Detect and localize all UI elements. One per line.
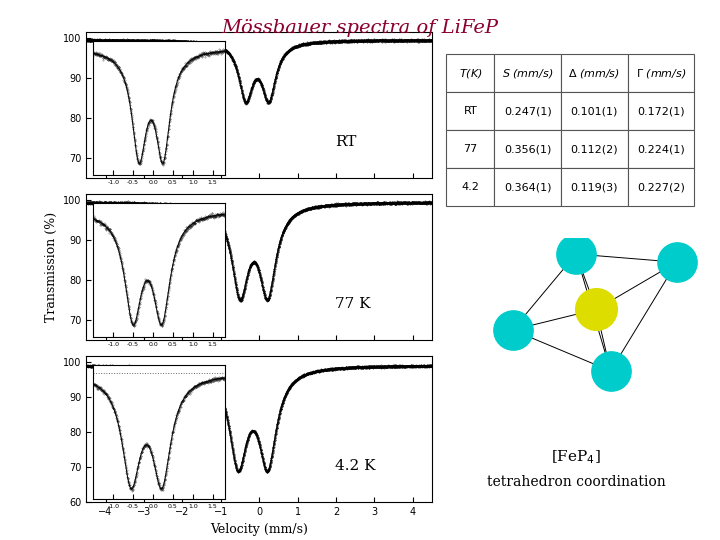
Text: 0.112(2): 0.112(2) [570, 144, 618, 154]
FancyBboxPatch shape [628, 168, 694, 206]
FancyBboxPatch shape [628, 130, 694, 168]
FancyBboxPatch shape [446, 92, 495, 130]
Text: 4.2: 4.2 [462, 182, 480, 192]
Text: $T$(K): $T$(K) [459, 66, 482, 79]
FancyBboxPatch shape [446, 130, 495, 168]
Text: 77 K: 77 K [336, 297, 371, 310]
Text: 0.119(3): 0.119(3) [570, 182, 618, 192]
Point [570, 249, 582, 258]
FancyBboxPatch shape [628, 54, 694, 92]
Text: 0.356(1): 0.356(1) [504, 144, 552, 154]
FancyBboxPatch shape [495, 130, 561, 168]
Text: 0.101(1): 0.101(1) [570, 106, 618, 116]
FancyBboxPatch shape [628, 92, 694, 130]
Text: 0.224(1): 0.224(1) [637, 144, 685, 154]
Text: RT: RT [336, 135, 356, 148]
X-axis label: Velocity (mm/s): Velocity (mm/s) [210, 523, 308, 536]
FancyBboxPatch shape [561, 92, 628, 130]
Text: 0.172(1): 0.172(1) [637, 106, 685, 116]
Y-axis label: Transmission (%): Transmission (%) [45, 212, 58, 322]
Point [590, 305, 602, 314]
Point [605, 367, 616, 375]
Text: RT: RT [464, 106, 477, 116]
FancyBboxPatch shape [446, 54, 495, 92]
Point [507, 326, 518, 334]
Text: 0.247(1): 0.247(1) [504, 106, 552, 116]
FancyBboxPatch shape [495, 92, 561, 130]
FancyBboxPatch shape [495, 168, 561, 206]
Text: 0.227(2): 0.227(2) [637, 182, 685, 192]
FancyBboxPatch shape [561, 130, 628, 168]
FancyBboxPatch shape [561, 54, 628, 92]
Text: $\Gamma$ (mm/s): $\Gamma$ (mm/s) [636, 66, 686, 79]
Text: tetrahedron coordination: tetrahedron coordination [487, 475, 665, 489]
FancyBboxPatch shape [561, 168, 628, 206]
Text: 0.364(1): 0.364(1) [504, 182, 552, 192]
Point [671, 258, 683, 267]
Text: $S$ (mm/s): $S$ (mm/s) [502, 66, 554, 79]
Text: $\Delta$ (mm/s): $\Delta$ (mm/s) [568, 66, 620, 79]
Text: 77: 77 [463, 144, 477, 154]
Text: Mössbauer spectra of LiFeP: Mössbauer spectra of LiFeP [222, 19, 498, 37]
Text: [FeP$_4$]: [FeP$_4$] [551, 448, 601, 466]
Text: 4.2 K: 4.2 K [336, 459, 376, 472]
FancyBboxPatch shape [446, 168, 495, 206]
FancyBboxPatch shape [495, 54, 561, 92]
